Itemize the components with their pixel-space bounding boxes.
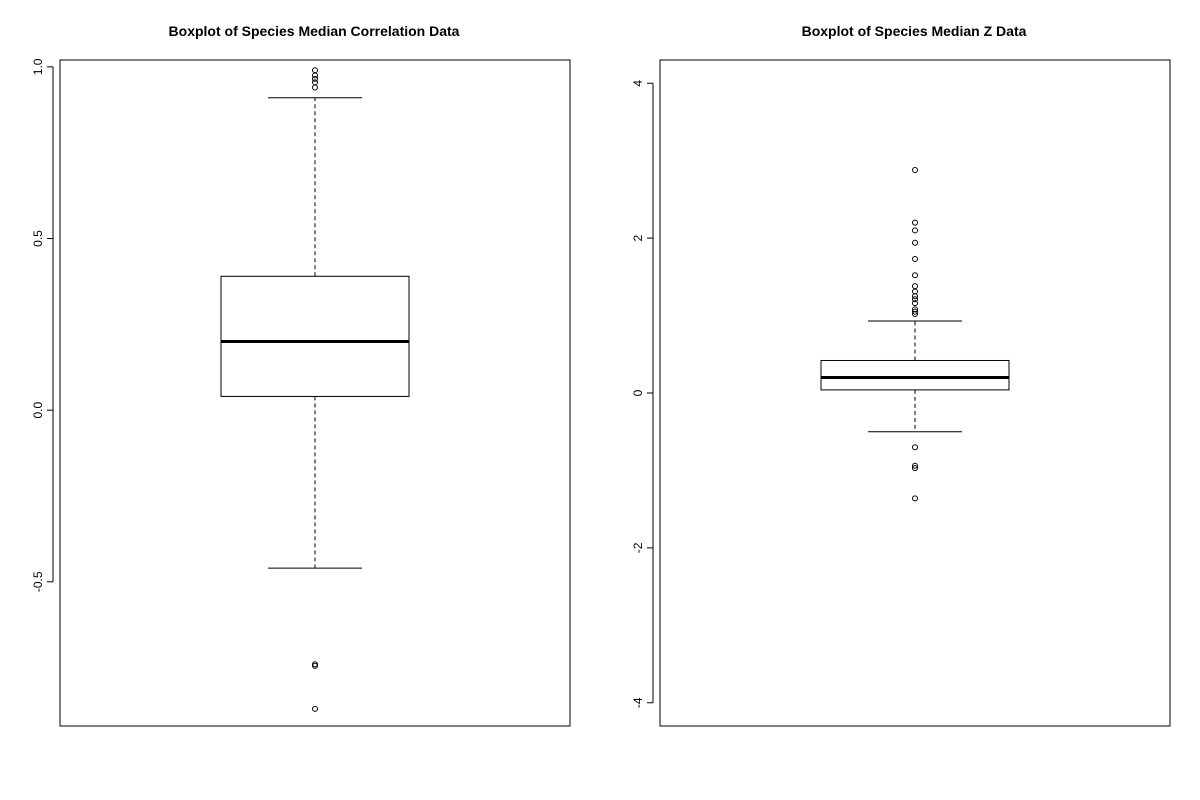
outlier-point	[912, 308, 918, 315]
y-tick-label: 0	[631, 389, 645, 396]
chart-title: Boxplot of Species Median Z Data	[802, 23, 1027, 39]
chart-title: Boxplot of Species Median Correlation Da…	[169, 23, 460, 39]
outlier-point	[912, 296, 918, 303]
plot-frame	[659, 59, 1171, 727]
y-tick-label: 1.0	[31, 58, 45, 75]
y-tick-label: -0.5	[31, 571, 45, 592]
y-axis: -4 -2 0 2 4	[631, 80, 654, 708]
outlier-point	[912, 166, 918, 173]
outlier-point	[312, 662, 318, 669]
y-tick-label: 0.5	[31, 230, 45, 247]
boxplot	[220, 67, 410, 712]
boxplot	[820, 166, 1010, 502]
outlier-point	[912, 444, 918, 451]
y-tick-label: 2	[631, 234, 645, 241]
chart-svg-z: Boxplot of Species Median Z Data -4 -2 0 2 4	[631, 23, 1171, 727]
chart-panel-correlation: Boxplot of Species Median Correlation Da…	[31, 23, 571, 727]
y-tick-label: 4	[631, 80, 645, 87]
outlier-point	[912, 219, 918, 226]
outlier-point	[912, 462, 918, 469]
chart-svg-correlation: Boxplot of Species Median Correlation Da…	[31, 23, 571, 727]
y-tick-label: 0.0	[31, 402, 45, 419]
chart-panel-z: Boxplot of Species Median Z Data -4 -2 0 2 4	[600, 0, 1200, 800]
outlier-point	[312, 79, 318, 86]
outlier-point	[912, 300, 918, 307]
y-tick-label: -2	[631, 542, 645, 553]
y-axis: -0.5 0.0 0.5 1.0	[31, 58, 54, 592]
iqr-box	[820, 359, 1010, 391]
outlier-point	[912, 495, 918, 502]
iqr-box	[220, 275, 410, 397]
outlier-point	[912, 465, 918, 472]
outlier-point	[912, 256, 918, 263]
outlier-point	[312, 72, 318, 79]
y-tick-label: -4	[631, 697, 645, 708]
outlier-point	[312, 84, 318, 91]
outlier-point	[912, 239, 918, 246]
plot-frame	[59, 59, 571, 727]
outlier-point	[912, 272, 918, 279]
outlier-point	[312, 67, 318, 74]
outlier-point	[912, 227, 918, 234]
outlier-point	[912, 311, 918, 318]
outlier-point	[912, 293, 918, 300]
outlier-point	[912, 283, 918, 290]
outlier-point	[312, 705, 318, 712]
outlier-point	[312, 75, 318, 82]
outlier-point	[312, 661, 318, 668]
